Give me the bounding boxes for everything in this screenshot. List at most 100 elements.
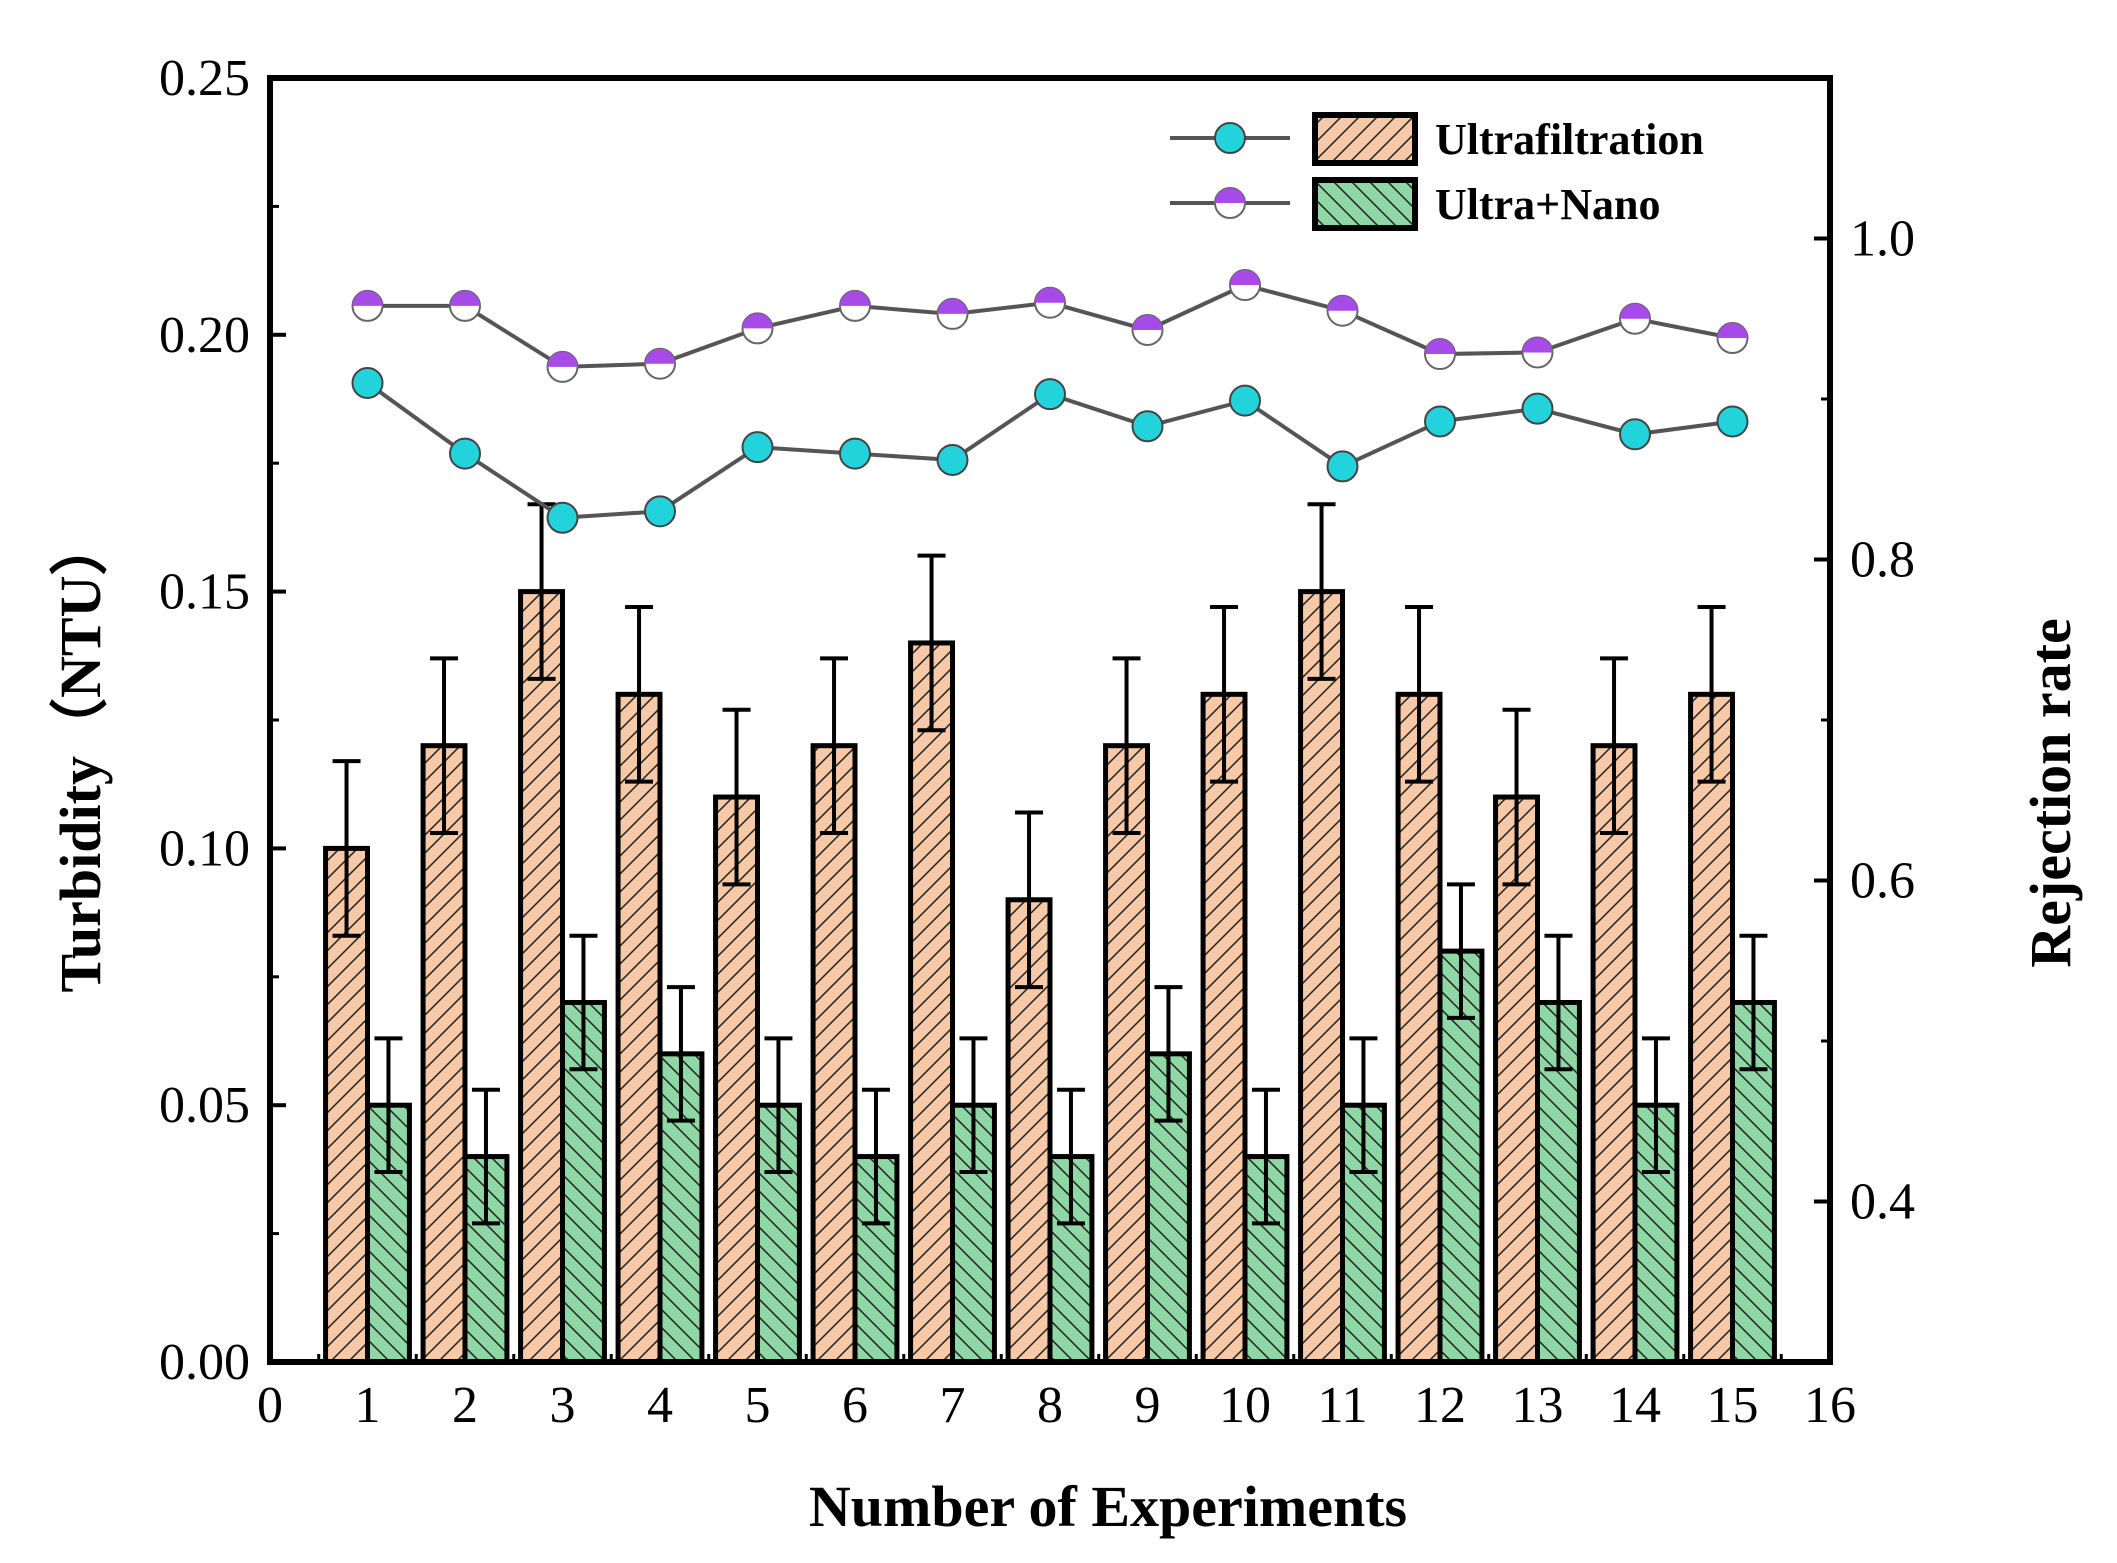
point-rejection-ultrafiltration-5 — [741, 431, 774, 464]
point-rejection-ultrafiltration-1 — [351, 366, 384, 399]
x-tick-label-2: 2 — [452, 1377, 478, 1434]
error-bar-ultrafiltration-5 — [722, 707, 751, 887]
error-bar-ultrafiltration-4 — [625, 605, 654, 784]
point-rejection-ultra-nano-4 — [644, 347, 676, 380]
error-bar-ultrafiltration-12 — [1405, 605, 1434, 784]
point-rejection-ultrafiltration-3 — [546, 501, 579, 534]
error-bar-ultrafiltration-14 — [1600, 656, 1629, 835]
bar-ultrafiltration-4 — [615, 691, 663, 1365]
error-bar-ultra-nano-4 — [666, 985, 695, 1123]
bar-ultrafiltration-7 — [908, 640, 956, 1365]
point-rejection-ultra-nano-12 — [1424, 338, 1456, 371]
point-rejection-ultra-nano-1 — [351, 289, 384, 322]
error-bar-ultra-nano-9 — [1154, 985, 1183, 1123]
y-tick-label-0.10: 0.10 — [159, 820, 250, 877]
y-axis-left: 0.00 0.05 0.10 0.15 0.20 0.25 — [159, 50, 286, 1391]
y-tick-label-0.00: 0.00 — [159, 1334, 250, 1391]
y-tick-label-0.25: 0.25 — [159, 50, 250, 107]
point-rejection-ultrafiltration-2 — [449, 437, 481, 470]
error-bar-ultrafiltration-13 — [1502, 707, 1531, 887]
error-bar-ultrafiltration-7 — [917, 553, 946, 733]
point-rejection-ultrafiltration-4 — [644, 495, 676, 528]
y2-axis-title: Rejection rate — [2018, 618, 2083, 967]
x-tick-label-7: 7 — [940, 1377, 966, 1434]
y-tick-label-0.20: 0.20 — [159, 307, 250, 364]
point-rejection-ultrafiltration-8 — [1034, 378, 1066, 411]
x-tick-label-3: 3 — [550, 1377, 576, 1434]
point-rejection-ultrafiltration-10 — [1229, 384, 1261, 417]
y2-tick-label-0.8: 0.8 — [1850, 532, 1915, 589]
error-bar-ultra-nano-7 — [959, 1036, 988, 1174]
bar-ultrafiltration-3 — [518, 589, 566, 1365]
bar-ultrafiltration-2 — [420, 743, 468, 1365]
error-bar-ultra-nano-15 — [1739, 933, 1768, 1072]
x-tick-label-14: 14 — [1609, 1377, 1661, 1434]
x-tick-label-15: 15 — [1707, 1377, 1759, 1434]
legend-marker-ultrafiltration — [1214, 122, 1246, 154]
error-bar-ultrafiltration-2 — [430, 656, 459, 835]
bar-ultrafiltration-10 — [1200, 691, 1248, 1365]
bar-ultrafiltration-15 — [1688, 691, 1735, 1365]
point-rejection-ultra-nano-11 — [1326, 294, 1359, 327]
error-bar-ultra-nano-5 — [764, 1036, 793, 1174]
point-rejection-ultra-nano-3 — [546, 350, 579, 383]
y2-tick-label-0.4: 0.4 — [1850, 1174, 1915, 1231]
error-bar-ultrafiltration-9 — [1112, 656, 1141, 835]
error-bar-ultra-nano-11 — [1349, 1036, 1378, 1174]
point-rejection-ultrafiltration-13 — [1521, 392, 1554, 425]
y-tick-label-0.15: 0.15 — [159, 564, 250, 621]
error-bar-ultrafiltration-15 — [1697, 605, 1726, 784]
error-bars-layer — [332, 502, 1768, 1226]
bar-ultrafiltration-9 — [1103, 743, 1150, 1365]
error-bar-ultra-nano-3 — [569, 933, 598, 1072]
legend-marker-ultra-nano — [1214, 187, 1246, 219]
x-tick-label-4: 4 — [647, 1377, 673, 1434]
error-bar-ultrafiltration-8 — [1015, 810, 1044, 990]
legend-swatch-ultrafiltration — [1312, 112, 1418, 166]
error-bar-ultrafiltration-11 — [1307, 502, 1336, 681]
point-rejection-ultrafiltration-14 — [1619, 418, 1651, 451]
error-bar-ultrafiltration-1 — [332, 759, 361, 938]
x-tick-label-1: 1 — [355, 1377, 381, 1434]
point-rejection-ultra-nano-8 — [1034, 286, 1066, 319]
point-rejection-ultra-nano-2 — [449, 289, 481, 322]
x-tick-label-5: 5 — [745, 1377, 771, 1434]
point-rejection-ultrafiltration-6 — [839, 437, 871, 470]
x-tick-label-6: 6 — [842, 1377, 868, 1434]
error-bar-ultra-nano-2 — [471, 1087, 500, 1226]
y-tick-label-0.05: 0.05 — [159, 1077, 250, 1134]
legend-label-ultra-nano: Ultra+Nano — [1435, 180, 1661, 229]
point-rejection-ultrafiltration-9 — [1131, 410, 1164, 443]
x-tick-label-8: 8 — [1037, 1377, 1063, 1434]
point-rejection-ultra-nano-9 — [1131, 313, 1164, 346]
error-bar-ultra-nano-8 — [1056, 1087, 1085, 1226]
error-bar-ultra-nano-14 — [1641, 1036, 1670, 1174]
x-tick-label-11: 11 — [1317, 1377, 1367, 1434]
y-axis-right: 0.4 0.6 0.8 1.0 — [1814, 76, 1915, 1231]
x-axis-title: Number of Experiments — [809, 1474, 1407, 1539]
legend-swatch-ultra-nano — [1312, 177, 1418, 231]
point-rejection-ultrafiltration-15 — [1716, 405, 1749, 438]
x-tick-label-10: 10 — [1219, 1377, 1271, 1434]
error-bar-ultrafiltration-6 — [820, 656, 849, 835]
point-rejection-ultrafiltration-12 — [1424, 405, 1456, 438]
x-tick-label-16: 16 — [1804, 1377, 1856, 1434]
legend-label-ultrafiltration: Ultrafiltration — [1435, 115, 1704, 164]
point-rejection-ultrafiltration-11 — [1326, 450, 1359, 483]
legend: Ultrafiltration Ultra+Nano — [1170, 112, 1704, 231]
x-tick-label-12: 12 — [1414, 1377, 1466, 1434]
lines-layer — [351, 269, 1749, 534]
error-bar-ultra-nano-13 — [1544, 933, 1573, 1072]
point-rejection-ultra-nano-14 — [1619, 302, 1651, 335]
point-rejection-ultra-nano-6 — [839, 289, 871, 322]
point-rejection-ultrafiltration-7 — [936, 443, 969, 476]
error-bar-ultra-nano-12 — [1446, 882, 1475, 1020]
bar-ultrafiltration-11 — [1298, 589, 1345, 1365]
x-tick-label-13: 13 — [1512, 1377, 1564, 1434]
point-rejection-ultra-nano-15 — [1716, 322, 1749, 355]
point-rejection-ultra-nano-7 — [936, 297, 969, 330]
point-rejection-ultra-nano-5 — [741, 312, 774, 345]
y-axis-title: Turbidity（NTU） — [48, 518, 113, 993]
bar-ultrafiltration-12 — [1395, 691, 1443, 1365]
